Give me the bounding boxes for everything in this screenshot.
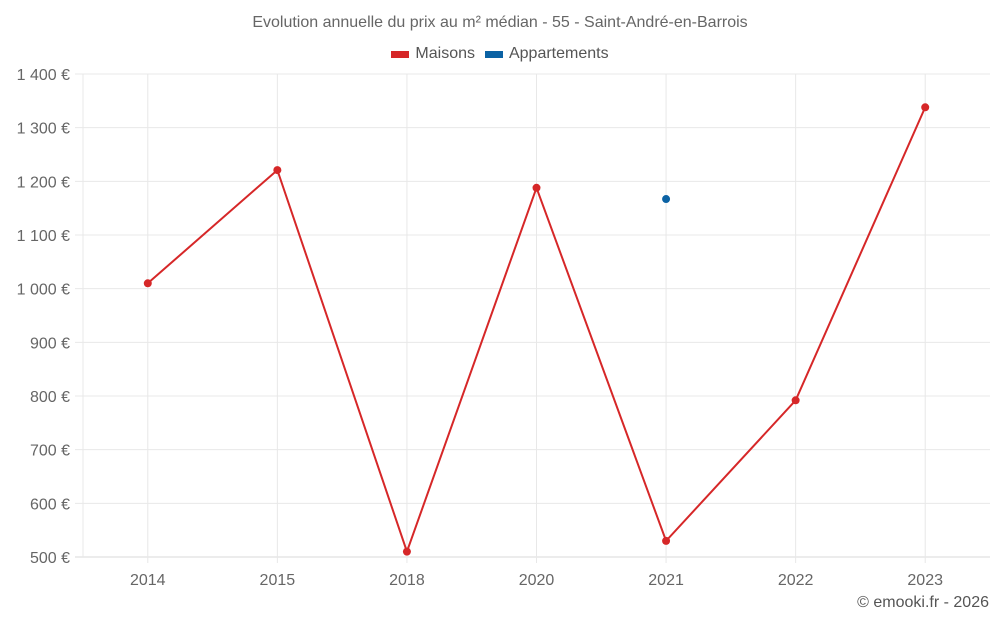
- data-point-maisons[interactable]: [791, 396, 800, 405]
- data-series: [143, 103, 930, 556]
- legend-label-maisons: Maisons: [415, 45, 475, 62]
- legend-label-appartements: Appartements: [508, 45, 609, 62]
- x-tick-label: 2020: [519, 572, 555, 589]
- x-tick-label: 2021: [648, 572, 684, 589]
- data-point-maisons[interactable]: [921, 103, 930, 112]
- x-tick-label: 2015: [260, 572, 296, 589]
- y-tick-label: 1 400 €: [17, 67, 70, 84]
- x-tick-label: 2022: [778, 572, 814, 589]
- x-tick-label: 2023: [907, 572, 943, 589]
- y-tick-label: 800 €: [30, 389, 70, 406]
- data-point-appartements[interactable]: [662, 195, 671, 204]
- x-tick-label: 2018: [389, 572, 425, 589]
- y-tick-label: 500 €: [30, 550, 70, 567]
- copyright-credit: © emooki.fr - 2026: [857, 594, 989, 611]
- data-point-maisons[interactable]: [532, 183, 541, 192]
- y-tick-label: 1 200 €: [17, 174, 70, 191]
- y-tick-label: 1 100 €: [17, 228, 70, 245]
- data-point-maisons[interactable]: [273, 166, 282, 175]
- y-tick-label: 1 000 €: [17, 282, 70, 299]
- chart-legend: Maisons Appartements: [0, 45, 1000, 63]
- x-tick-label: 2014: [130, 572, 166, 589]
- y-tick-label: 900 €: [30, 335, 70, 352]
- data-point-maisons[interactable]: [662, 536, 671, 545]
- chart-title: Evolution annuelle du prix au m² médian …: [252, 14, 748, 31]
- y-tick-label: 1 300 €: [17, 121, 70, 138]
- y-axis: 500 € 600 € 700 € 800 € 900 € 1 000 € 1 100 € 1…: [17, 67, 70, 567]
- data-point-maisons[interactable]: [143, 279, 152, 288]
- legend-swatch-appartements: [484, 50, 503, 58]
- y-tick-label: 700 €: [30, 443, 70, 460]
- legend-item-appartements[interactable]: Appartements: [484, 45, 609, 63]
- y-tick-label: 600 €: [30, 496, 70, 513]
- data-point-maisons[interactable]: [402, 547, 411, 556]
- grid-lines: [75, 73, 990, 563]
- legend-swatch-maisons: [391, 50, 410, 58]
- legend-item-maisons[interactable]: Maisons: [391, 45, 475, 63]
- x-axis: 2014 2015 2018 2020 2021 2022 2023: [130, 572, 943, 589]
